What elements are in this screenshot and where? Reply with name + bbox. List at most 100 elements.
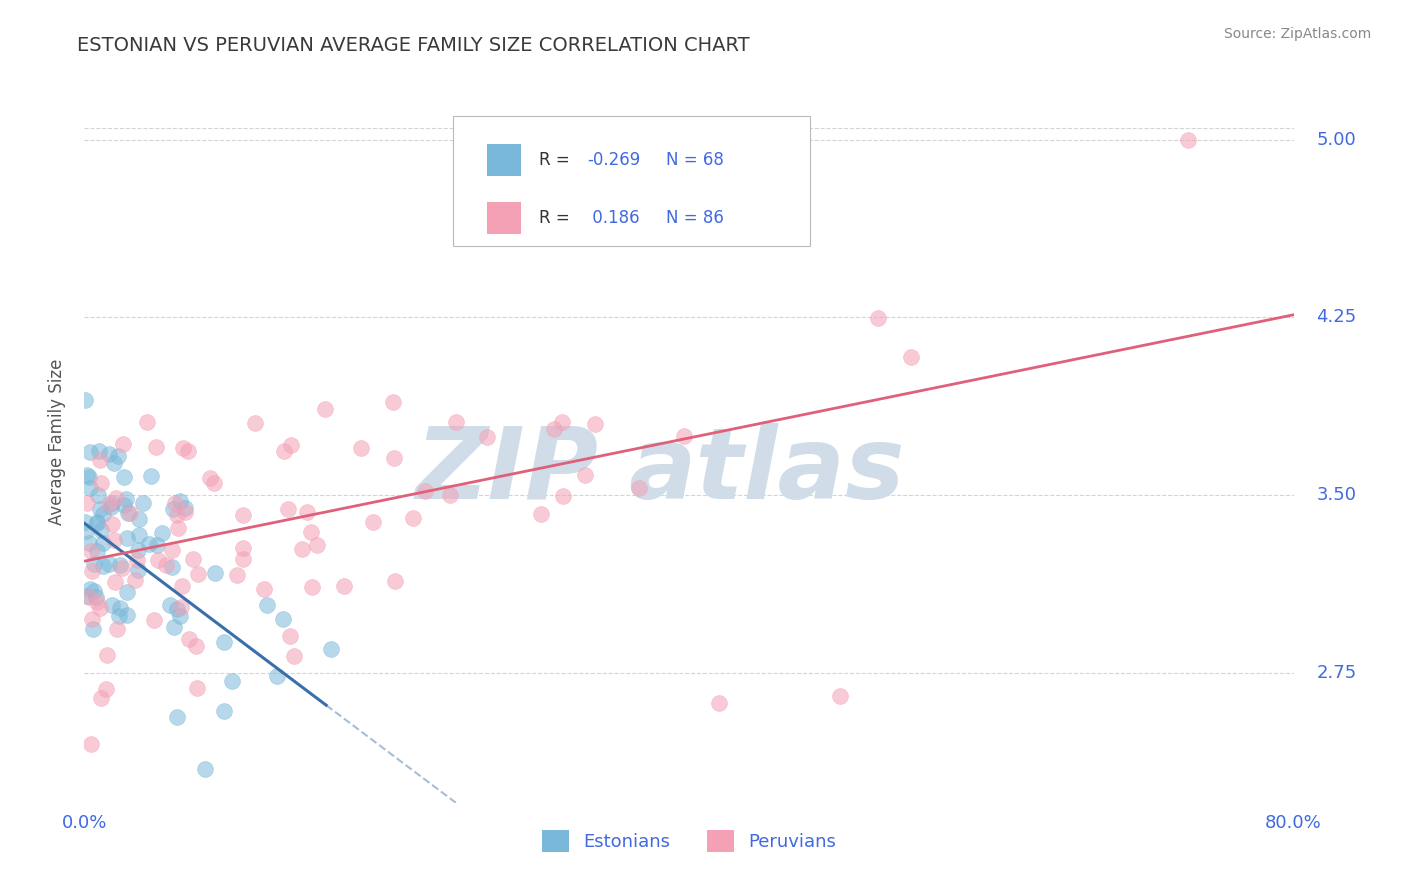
Point [166, 508, 188, 522]
Point [221, 674, 243, 689]
FancyBboxPatch shape [486, 202, 520, 235]
Point [226, 568, 249, 582]
Text: ESTONIAN VS PERUVIAN AVERAGE FAMILY SIZE CORRELATION CHART: ESTONIAN VS PERUVIAN AVERAGE FAMILY SIZE… [77, 36, 749, 54]
Point [166, 521, 188, 535]
Point [444, 416, 467, 430]
Point [115, 531, 138, 545]
Point [73, 393, 96, 408]
Point [162, 543, 184, 558]
Point [80, 544, 103, 558]
Point [79, 582, 101, 596]
Point [709, 696, 731, 710]
Point [145, 440, 167, 454]
Point [212, 704, 235, 718]
Point [101, 598, 124, 612]
Point [301, 580, 323, 594]
Point [475, 430, 498, 444]
Point [115, 584, 138, 599]
FancyBboxPatch shape [453, 117, 810, 246]
Point [181, 552, 204, 566]
Point [169, 609, 191, 624]
Point [98, 447, 121, 461]
Point [150, 526, 173, 541]
Point [159, 598, 181, 612]
Point [172, 579, 194, 593]
Point [162, 502, 184, 516]
Point [143, 613, 166, 627]
Point [1177, 132, 1199, 146]
Point [160, 559, 183, 574]
Point [174, 505, 197, 519]
Point [166, 602, 188, 616]
Point [212, 635, 235, 649]
Point [80, 737, 103, 751]
Point [361, 516, 384, 530]
Point [118, 506, 141, 520]
Text: 4.25: 4.25 [1316, 308, 1357, 326]
Text: 3.50: 3.50 [1316, 486, 1357, 504]
Point [77, 536, 100, 550]
Point [672, 429, 695, 443]
Point [136, 415, 159, 429]
Point [90, 690, 112, 705]
Point [291, 542, 314, 557]
Point [382, 450, 405, 465]
Point [105, 622, 128, 636]
Point [314, 401, 336, 416]
Point [321, 642, 343, 657]
Point [127, 563, 149, 577]
Point [271, 612, 294, 626]
Point [125, 553, 148, 567]
Point [333, 579, 356, 593]
Point [101, 495, 124, 509]
Point [266, 669, 288, 683]
Point [86, 516, 108, 530]
Point [115, 607, 138, 622]
Text: R =: R = [538, 151, 575, 169]
Point [401, 510, 423, 524]
Point [165, 496, 187, 510]
Point [146, 553, 169, 567]
Point [170, 599, 193, 614]
Text: ZIP: ZIP [415, 423, 599, 520]
Point [112, 498, 135, 512]
Point [112, 469, 135, 483]
Point [110, 558, 132, 573]
Point [86, 515, 108, 529]
Point [381, 395, 404, 409]
Point [89, 453, 111, 467]
Point [232, 508, 254, 522]
Point [96, 681, 118, 696]
Point [76, 468, 98, 483]
Point [232, 551, 254, 566]
Point [124, 573, 146, 587]
Point [280, 437, 302, 451]
Text: atlas: atlas [628, 423, 905, 520]
Point [97, 497, 120, 511]
Point [90, 523, 112, 537]
FancyBboxPatch shape [486, 144, 520, 177]
Point [96, 648, 118, 662]
Point [86, 590, 108, 604]
Point [76, 496, 98, 510]
Point [100, 500, 122, 514]
Point [82, 622, 104, 636]
Point [179, 632, 201, 647]
Point [91, 536, 114, 550]
Point [439, 488, 461, 502]
Point [107, 450, 129, 464]
Point [295, 505, 318, 519]
Point [530, 507, 553, 521]
Point [128, 511, 150, 525]
Point [253, 582, 276, 597]
Point [138, 536, 160, 550]
Point [349, 441, 371, 455]
Point [283, 649, 305, 664]
Point [830, 689, 852, 703]
Point [77, 590, 100, 604]
Point [87, 444, 110, 458]
Point [86, 595, 108, 609]
Point [127, 543, 149, 558]
Point [111, 560, 134, 574]
Point [103, 456, 125, 470]
